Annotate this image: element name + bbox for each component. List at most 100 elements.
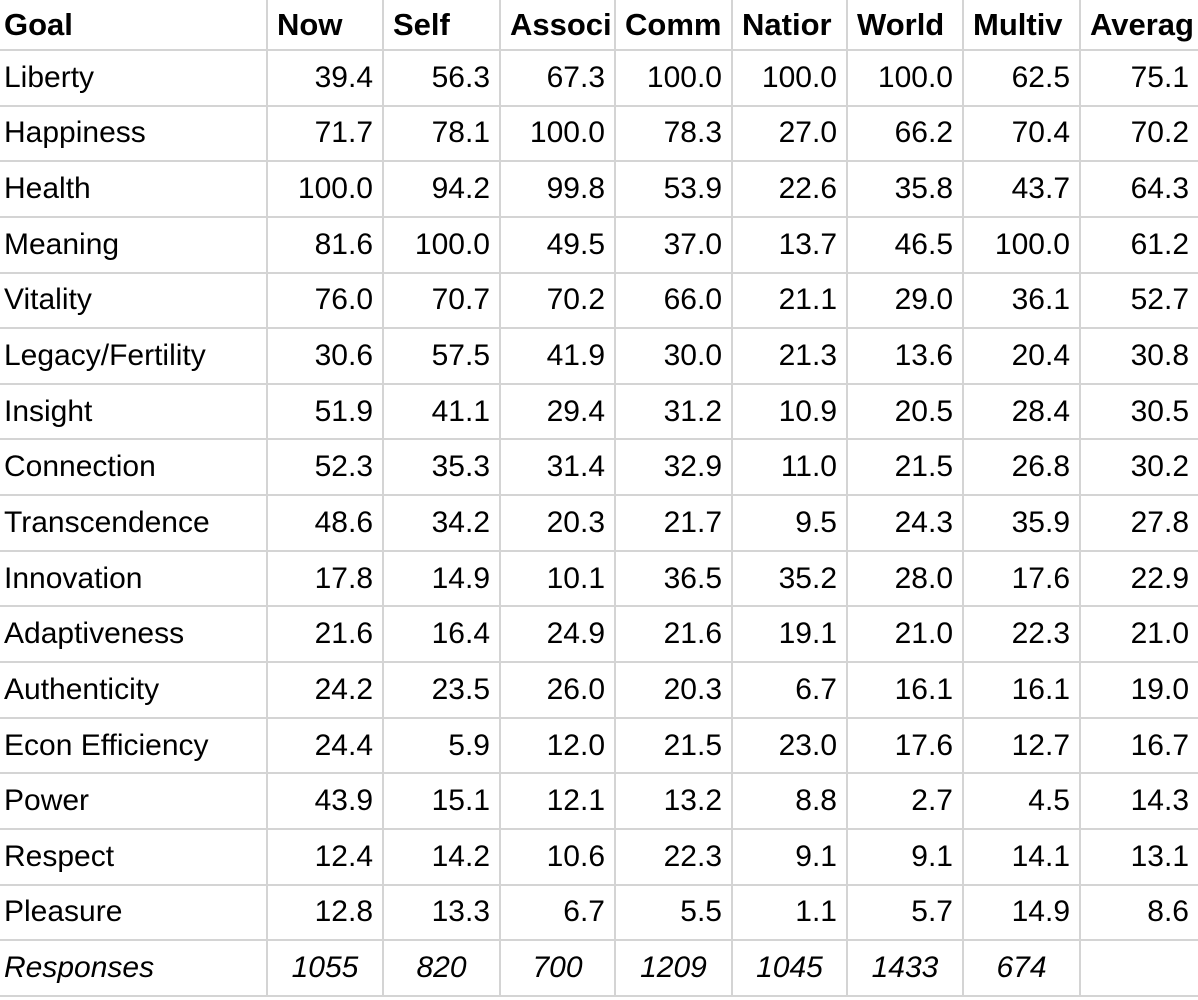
value-cell[interactable]: 21.0 <box>1080 606 1198 664</box>
value-cell[interactable]: 21.7 <box>615 495 733 552</box>
column-header-multiverse[interactable]: Multiv <box>963 0 1081 51</box>
value-cell[interactable]: 22.3 <box>615 828 733 886</box>
value-cell[interactable]: 26.0 <box>500 662 616 719</box>
value-cell[interactable]: 1.1 <box>732 884 848 942</box>
goal-cell[interactable]: Transcendence <box>0 495 268 552</box>
value-cell[interactable]: 15.1 <box>383 773 501 830</box>
value-cell[interactable]: 36.1 <box>963 272 1081 330</box>
value-cell[interactable]: 43.7 <box>963 161 1081 218</box>
value-cell[interactable]: 5.7 <box>847 884 964 942</box>
goal-cell[interactable]: Power <box>0 773 268 830</box>
column-header-average[interactable]: Averag <box>1080 0 1198 51</box>
value-cell[interactable]: 16.1 <box>963 662 1081 719</box>
value-cell[interactable]: 20.4 <box>963 328 1081 385</box>
value-cell[interactable]: 14.9 <box>963 884 1081 942</box>
value-cell[interactable]: 9.1 <box>732 828 848 886</box>
value-cell[interactable]: 35.3 <box>383 439 501 497</box>
value-cell[interactable]: 100.0 <box>383 216 501 274</box>
value-cell[interactable]: 14.3 <box>1080 773 1198 830</box>
value-cell[interactable]: 21.1 <box>732 272 848 330</box>
goal-cell[interactable]: Adaptiveness <box>0 606 268 664</box>
value-cell[interactable]: 24.9 <box>500 606 616 664</box>
value-cell[interactable]: 24.3 <box>847 495 964 552</box>
value-cell[interactable]: 56.3 <box>383 50 501 107</box>
column-header-world[interactable]: World <box>847 0 964 51</box>
value-cell[interactable]: 49.5 <box>500 216 616 274</box>
column-header-self[interactable]: Self <box>383 0 501 51</box>
value-cell[interactable]: 35.2 <box>732 550 848 608</box>
goal-cell[interactable]: Vitality <box>0 272 268 330</box>
value-cell[interactable]: 75.1 <box>1080 50 1198 107</box>
value-cell[interactable]: 100.0 <box>847 50 964 107</box>
value-cell[interactable]: 12.7 <box>963 717 1081 775</box>
value-cell[interactable]: 41.1 <box>383 383 501 441</box>
value-cell[interactable]: 20.3 <box>500 495 616 552</box>
value-cell[interactable]: 23.0 <box>732 717 848 775</box>
goal-cell[interactable]: Authenticity <box>0 662 268 719</box>
value-cell[interactable]: 19.1 <box>732 606 848 664</box>
value-cell[interactable]: 12.1 <box>500 773 616 830</box>
column-header-associates[interactable]: Associ <box>500 0 616 51</box>
column-header-now[interactable]: Now <box>267 0 384 51</box>
value-cell[interactable]: 27.0 <box>732 105 848 163</box>
value-cell[interactable]: 78.3 <box>615 105 733 163</box>
value-cell[interactable]: 24.4 <box>267 717 384 775</box>
value-cell[interactable]: 13.2 <box>615 773 733 830</box>
value-cell[interactable]: 9.5 <box>732 495 848 552</box>
value-cell[interactable]: 29.4 <box>500 383 616 441</box>
value-cell[interactable]: 61.2 <box>1080 216 1198 274</box>
value-cell[interactable]: 70.7 <box>383 272 501 330</box>
value-cell[interactable]: 1209 <box>615 940 733 997</box>
value-cell[interactable]: 10.6 <box>500 828 616 886</box>
value-cell[interactable]: 5.5 <box>615 884 733 942</box>
value-cell[interactable]: 67.3 <box>500 50 616 107</box>
value-cell[interactable]: 820 <box>383 940 501 997</box>
goal-cell[interactable]: Respect <box>0 828 268 886</box>
value-cell[interactable]: 24.2 <box>267 662 384 719</box>
value-cell[interactable]: 21.5 <box>847 439 964 497</box>
value-cell[interactable]: 13.7 <box>732 216 848 274</box>
value-cell[interactable]: 66.2 <box>847 105 964 163</box>
value-cell[interactable]: 1433 <box>847 940 964 997</box>
value-cell[interactable]: 21.5 <box>615 717 733 775</box>
value-cell[interactable]: 52.3 <box>267 439 384 497</box>
value-cell[interactable]: 81.6 <box>267 216 384 274</box>
value-cell[interactable]: 12.8 <box>267 884 384 942</box>
goal-cell[interactable]: Responses <box>0 940 268 997</box>
value-cell[interactable]: 30.0 <box>615 328 733 385</box>
value-cell[interactable]: 1055 <box>267 940 384 997</box>
value-cell[interactable]: 100.0 <box>615 50 733 107</box>
value-cell[interactable]: 28.0 <box>847 550 964 608</box>
value-cell[interactable]: 4.5 <box>963 773 1081 830</box>
value-cell[interactable]: 71.7 <box>267 105 384 163</box>
value-cell[interactable]: 16.1 <box>847 662 964 719</box>
value-cell[interactable]: 30.2 <box>1080 439 1198 497</box>
value-cell[interactable]: 20.3 <box>615 662 733 719</box>
value-cell[interactable]: 30.6 <box>267 328 384 385</box>
value-cell[interactable]: 31.4 <box>500 439 616 497</box>
value-cell[interactable]: 64.3 <box>1080 161 1198 218</box>
value-cell[interactable]: 46.5 <box>847 216 964 274</box>
value-cell[interactable]: 22.3 <box>963 606 1081 664</box>
value-cell[interactable]: 13.3 <box>383 884 501 942</box>
value-cell[interactable]: 22.9 <box>1080 550 1198 608</box>
value-cell[interactable]: 20.5 <box>847 383 964 441</box>
value-cell[interactable]: 1045 <box>732 940 848 997</box>
value-cell[interactable]: 51.9 <box>267 383 384 441</box>
value-cell[interactable]: 48.6 <box>267 495 384 552</box>
value-cell[interactable]: 66.0 <box>615 272 733 330</box>
value-cell[interactable]: 26.8 <box>963 439 1081 497</box>
value-cell[interactable]: 8.8 <box>732 773 848 830</box>
value-cell[interactable]: 2.7 <box>847 773 964 830</box>
value-cell[interactable]: 76.0 <box>267 272 384 330</box>
value-cell[interactable]: 29.0 <box>847 272 964 330</box>
column-header-goal[interactable]: Goal <box>0 0 268 51</box>
value-cell[interactable]: 35.8 <box>847 161 964 218</box>
value-cell[interactable]: 11.0 <box>732 439 848 497</box>
value-cell[interactable]: 34.2 <box>383 495 501 552</box>
value-cell[interactable]: 30.5 <box>1080 383 1198 441</box>
value-cell[interactable]: 17.6 <box>963 550 1081 608</box>
value-cell[interactable]: 36.5 <box>615 550 733 608</box>
value-cell[interactable]: 22.6 <box>732 161 848 218</box>
value-cell[interactable]: 12.4 <box>267 828 384 886</box>
